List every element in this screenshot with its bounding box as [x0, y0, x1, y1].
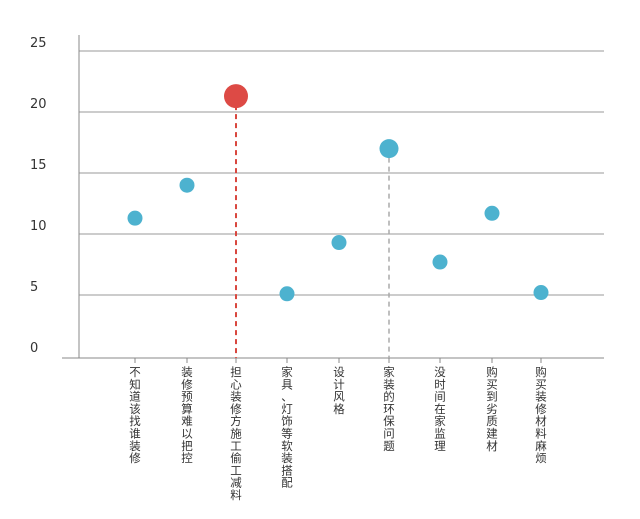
- y-tick-label: 25: [30, 36, 47, 51]
- data-point: [331, 235, 347, 251]
- y-tick-label: 15: [30, 158, 47, 173]
- data-point: [127, 210, 143, 226]
- x-category-label: 购买装修材料麻烦: [535, 365, 547, 465]
- y-tick-label: 10: [30, 219, 47, 234]
- x-category-label: 设计风格: [333, 365, 345, 416]
- y-tick-labels: 0 5 10 15 20 25: [30, 36, 47, 356]
- data-point: [533, 285, 549, 301]
- data-point: [379, 139, 399, 159]
- x-category-label: 不知道该找谁装修: [129, 365, 141, 465]
- data-point: [224, 84, 248, 109]
- y-tick-label: 5: [30, 280, 38, 295]
- y-tick-label: 20: [30, 97, 47, 112]
- data-points: [127, 84, 549, 302]
- axes: [62, 35, 604, 363]
- gridlines: [79, 50, 604, 296]
- x-category-labels: 不知道该找谁装修 装修预算难以把控 担心装修方施工偷工减料 家具、灯饰等软装搭配 设计风…: [129, 365, 547, 502]
- x-category-label: 担心装修方施工偷工减料: [230, 365, 242, 502]
- highlight-lines: [235, 96, 390, 358]
- x-category-label: 没时间在家监理: [434, 365, 446, 453]
- x-category-label: 家具、灯饰等软装搭配: [281, 365, 293, 490]
- x-category-label: 购买到劣质建材: [486, 365, 498, 453]
- data-point: [484, 205, 500, 221]
- x-category-label: 家装的环保问题: [383, 365, 395, 453]
- y-tick-label: 0: [30, 341, 38, 356]
- data-point: [179, 177, 195, 193]
- data-point: [432, 254, 448, 270]
- x-category-label: 装修预算难以把控: [181, 365, 193, 465]
- data-point: [279, 286, 295, 302]
